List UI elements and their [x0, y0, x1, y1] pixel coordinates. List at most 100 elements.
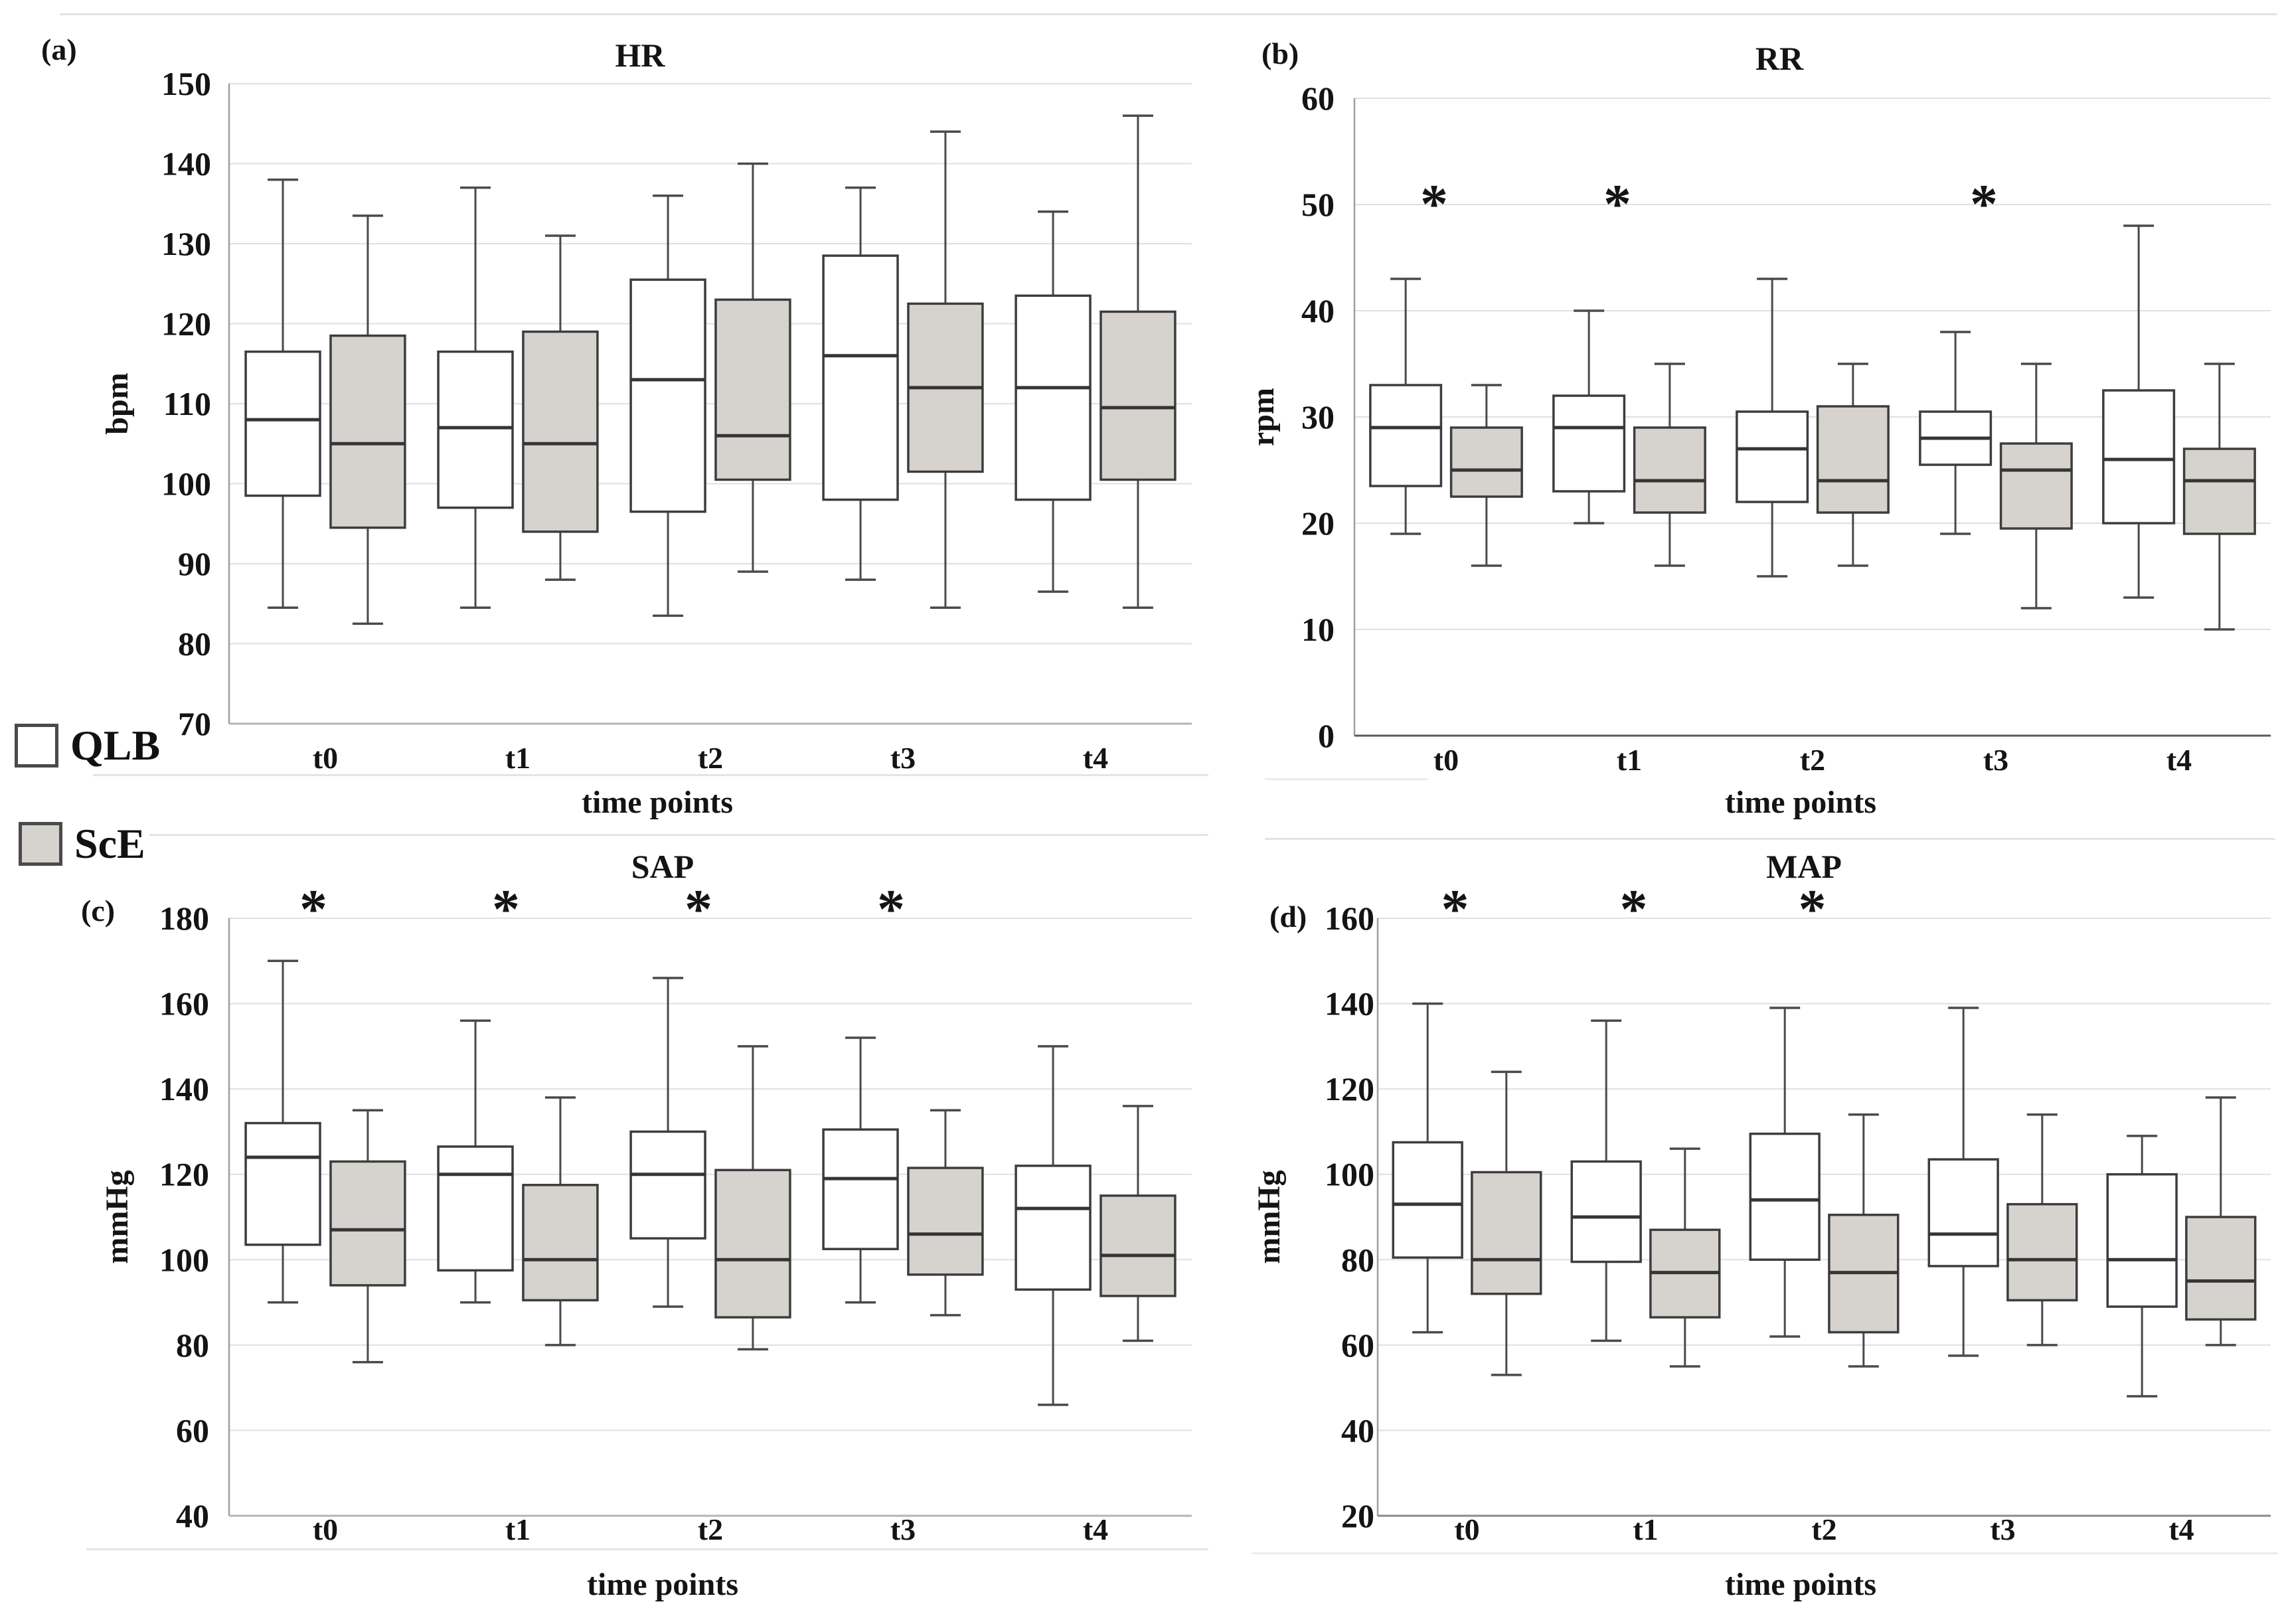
rr-qlb-t2-box: [1736, 278, 1809, 578]
map-xtick-t3: t3: [1990, 1512, 2015, 1546]
hr-sce-t1-box: [522, 234, 599, 581]
map-ytick-140: 140: [1325, 985, 1374, 1022]
map-qlb-t1-box: [1570, 1019, 1642, 1342]
sap-ytick-160: 160: [159, 985, 209, 1022]
map-sce-t3-box: [2006, 1113, 2078, 1346]
hr-qlb-t4-box: [1015, 210, 1092, 593]
sap-xtick-t0: t0: [313, 1512, 338, 1546]
sap-ytick-100: 100: [159, 1241, 209, 1278]
panel-sap: 40 60 80 100 120 140 160 180 t0 * t1 * t2 * t3 * t4 SAP (c…: [0, 830, 1195, 1624]
sap-chart: 40 60 80 100 120 140 160 180 t0 * t1 * t2 * t3 * t4 SAP (c…: [81, 848, 1192, 1602]
map-ytick-20: 20: [1341, 1497, 1374, 1534]
frame-line-under-d: [1252, 1552, 2278, 1554]
rr-xtick-t2: t2: [1800, 743, 1825, 777]
sap-xtick-t4: t4: [1083, 1512, 1108, 1546]
hr-yaxis-label: bpm: [100, 372, 135, 434]
rr-ytick-40: 40: [1301, 292, 1335, 329]
sap-ytick-40: 40: [176, 1497, 209, 1534]
rr-sce-t3-box: [1999, 363, 2073, 609]
map-ytick-100: 100: [1325, 1156, 1374, 1193]
sap-sce-t3-box: [907, 1109, 984, 1317]
map-xtick-t1: t1: [1633, 1512, 1658, 1546]
rr-ytick-0: 0: [1318, 717, 1335, 754]
hr-xtick-t2: t2: [698, 741, 723, 775]
rr-xtick-t0: t0: [1433, 743, 1459, 777]
frame-line-above-d: [1265, 838, 2275, 840]
hr-panel-label: (a): [41, 33, 77, 66]
sap-title: SAP: [631, 848, 694, 885]
map-sce-t1-box: [1649, 1147, 1721, 1368]
rr-ytick-10: 10: [1301, 611, 1335, 648]
hr-ytick-100: 100: [161, 465, 211, 503]
hr-title: HR: [615, 37, 666, 74]
rr-yaxis-label: rpm: [1246, 388, 1281, 446]
sap-ytick-120: 120: [159, 1156, 209, 1193]
legend-swatch-sce-icon: [19, 822, 62, 866]
rr-sig-t1: *: [1603, 173, 1631, 235]
sap-ytick-140: 140: [159, 1070, 209, 1107]
sap-ytick-180: 180: [159, 900, 209, 937]
rr-qlb-t0-box: [1369, 278, 1443, 535]
sap-sig-t1: *: [492, 878, 520, 940]
panel-map: 20 40 60 80 100 120 140 160 t0 * t1 * t2 * t3 t4 MAP (d) t…: [1162, 830, 2278, 1624]
map-ytick-40: 40: [1341, 1412, 1374, 1449]
sap-sig-t2: *: [685, 878, 712, 940]
rr-title: RR: [1755, 40, 1804, 77]
hr-ytick-90: 90: [178, 545, 211, 582]
sap-ytick-80: 80: [176, 1327, 209, 1364]
hr-sce-t4-box: [1099, 114, 1177, 609]
rr-sig-t0: *: [1420, 173, 1448, 235]
map-chart: 20 40 60 80 100 120 140 160 t0 * t1 * t2 * t3 t4 MAP (d) t…: [1252, 848, 2271, 1602]
map-ytick-80: 80: [1341, 1241, 1374, 1278]
frame-line-under-c: [86, 1548, 1208, 1550]
map-qlb-t0-box: [1392, 1002, 1463, 1334]
sap-xaxis-label: time points: [587, 1567, 738, 1602]
map-qlb-t3-box: [1927, 1007, 1999, 1357]
map-sce-t4-box: [2185, 1096, 2257, 1346]
sap-xtick-t1: t1: [505, 1512, 530, 1546]
hr-sce-t3-box: [907, 130, 984, 609]
sap-qlb-t3-box: [822, 1036, 899, 1304]
sap-yaxis-label: mmHg: [100, 1170, 135, 1263]
hr-xtick-t1: t1: [505, 741, 530, 775]
rr-qlb-t3-box: [1919, 331, 1993, 535]
map-sig-t0: *: [1441, 878, 1469, 940]
rr-chart: 0 10 20 30 40 50 60 t0 * t1 * t2 t3 * t4 RR (b) time poin…: [1246, 37, 2271, 820]
hr-xtick-t0: t0: [313, 741, 338, 775]
hr-ytick-130: 130: [161, 225, 211, 262]
hr-ytick-150: 150: [161, 65, 211, 102]
hr-sce-t0-box: [329, 214, 406, 625]
legend-item-sce: ScE: [19, 822, 145, 866]
rr-panel-label: (b): [1261, 37, 1299, 70]
hr-ytick-140: 140: [161, 145, 211, 183]
map-qlb-t4-box: [2106, 1135, 2178, 1398]
rr-sce-t1-box: [1633, 363, 1706, 567]
map-xtick-t2: t2: [1811, 1512, 1836, 1546]
hr-ytick-80: 80: [178, 625, 211, 663]
rr-xaxis-label: time points: [1725, 785, 1876, 820]
frame-line-top: [60, 13, 2277, 15]
map-sig-t2: *: [1799, 878, 1827, 940]
map-yaxis-label: mmHg: [1252, 1170, 1287, 1263]
hr-ytick-120: 120: [161, 305, 211, 343]
hr-chart: 70 80 90 100 110 120 130 140 150 t0 t1 t2 t3 t4 HR (a) t…: [41, 33, 1192, 820]
sap-xtick-t2: t2: [698, 1512, 723, 1546]
legend-swatch-qlb-icon: [15, 724, 58, 768]
panel-hr: 70 80 90 100 110 120 130 140 150 t0 t1 t2 t3 t4 HR (a) t…: [0, 0, 1195, 830]
rr-xtick-t3: t3: [1983, 743, 2008, 777]
rr-sce-t4-box: [2182, 363, 2256, 631]
map-ytick-60: 60: [1341, 1327, 1374, 1364]
rr-ytick-50: 50: [1301, 186, 1335, 223]
sap-qlb-t4-box: [1015, 1045, 1092, 1406]
sap-sce-t4-box: [1099, 1105, 1177, 1342]
sap-sce-t2-box: [714, 1045, 791, 1351]
map-sce-t2-box: [1828, 1113, 1900, 1368]
sap-qlb-t2-box: [629, 977, 706, 1308]
map-ytick-120: 120: [1325, 1070, 1374, 1107]
map-sce-t0-box: [1471, 1070, 1542, 1376]
frame-line-under-a: [93, 774, 1208, 776]
map-panel-label: (d): [1269, 900, 1307, 934]
rr-qlb-t1-box: [1552, 309, 1626, 525]
sap-xtick-t3: t3: [890, 1512, 916, 1546]
